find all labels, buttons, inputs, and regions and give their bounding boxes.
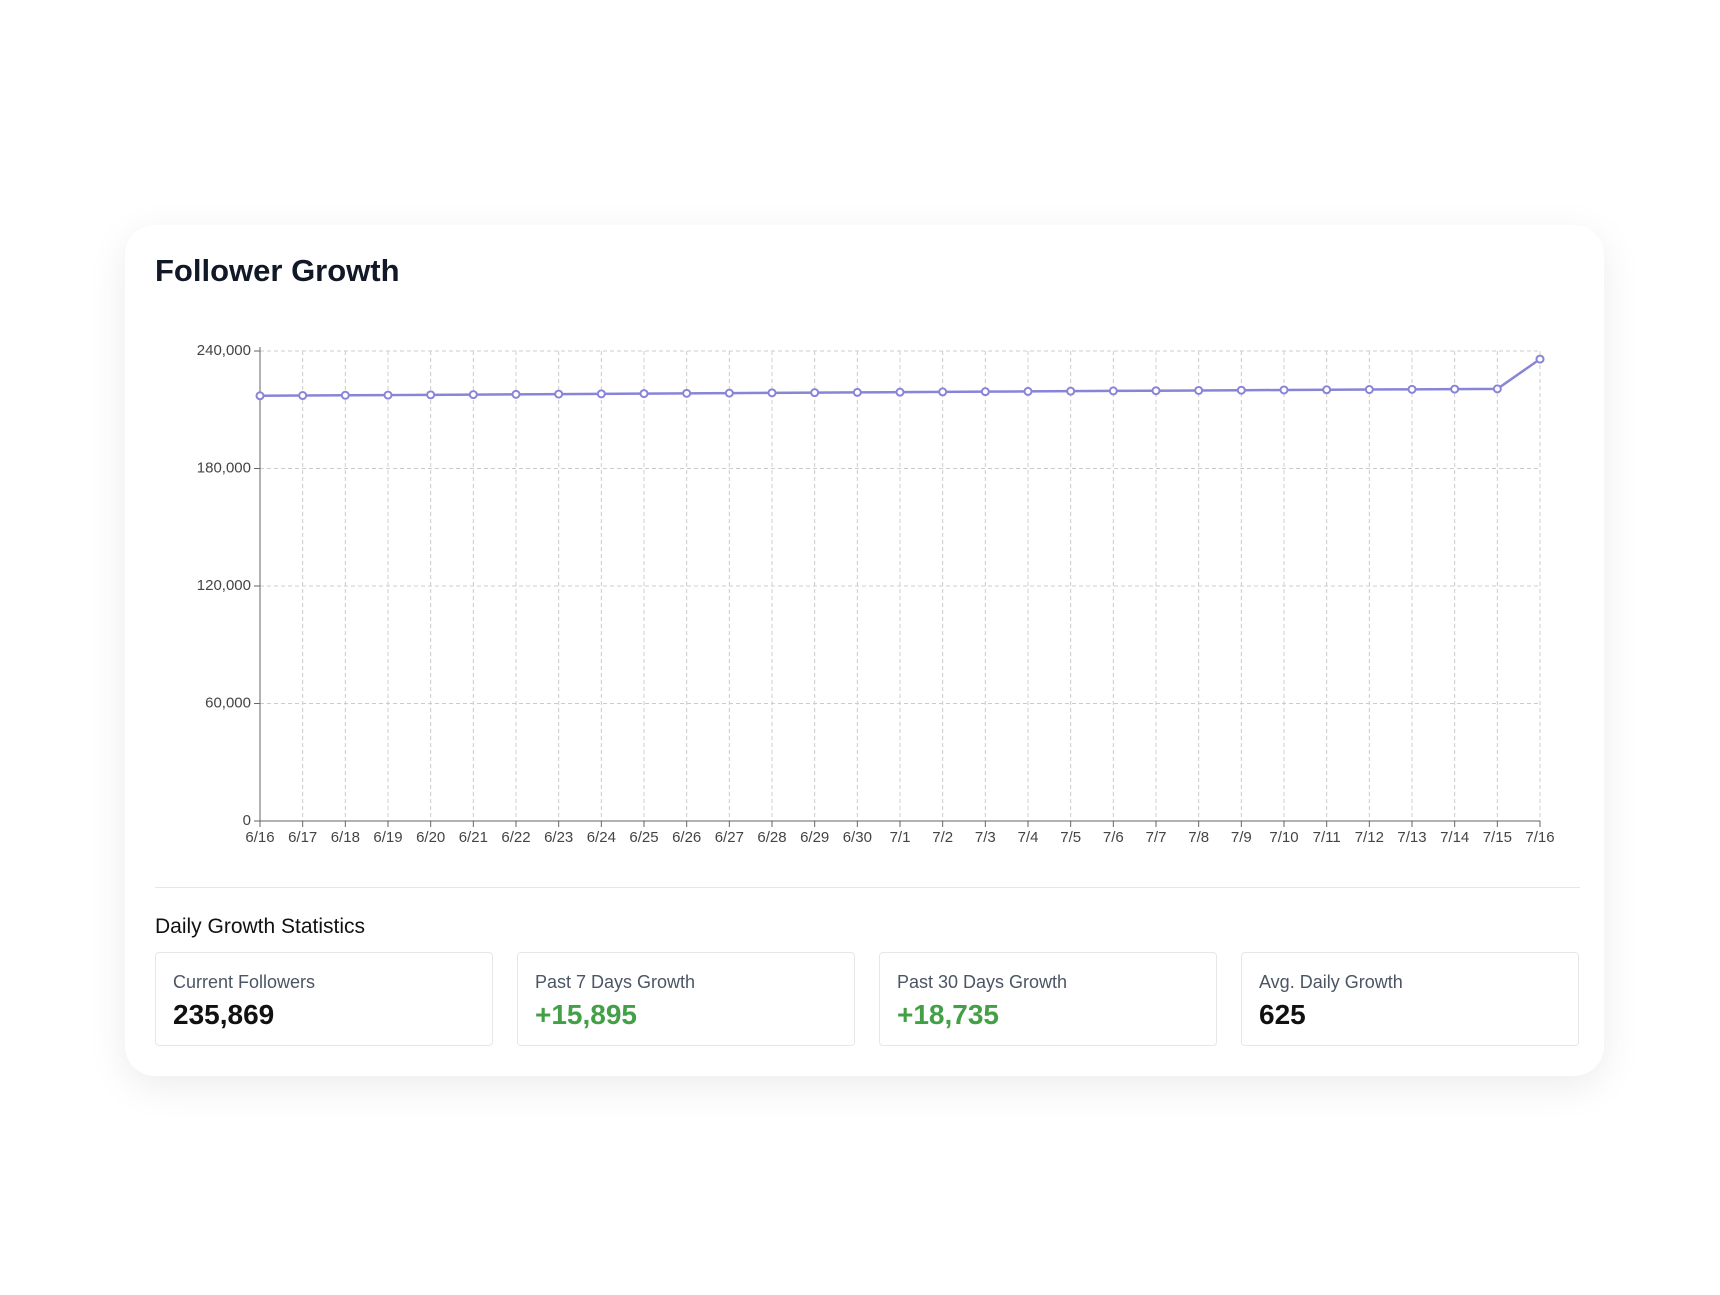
x-tick-label: 6/30 (843, 829, 872, 846)
x-tick-label: 7/13 (1397, 829, 1426, 846)
x-tick-label: 7/9 (1231, 829, 1252, 846)
point (596, 389, 606, 399)
x-tick-label: 7/3 (975, 829, 996, 846)
y-tick-label: 120,000 (197, 577, 251, 594)
x-tick-label: 6/23 (544, 829, 573, 846)
point (980, 387, 990, 397)
y-tick-label: 0 (243, 812, 251, 829)
point (1108, 386, 1118, 396)
x-tick-label: 7/11 (1313, 829, 1341, 846)
x-tick-label: 6/25 (629, 829, 658, 846)
divider (155, 887, 1580, 888)
x-tick-label: 6/27 (715, 829, 744, 846)
point (895, 387, 905, 397)
point (1450, 384, 1460, 394)
stat-card: Current Followers 235,869 (155, 952, 493, 1046)
point (724, 388, 734, 398)
point (383, 390, 393, 400)
stat-card: Past 7 Days Growth +15,895 (517, 952, 855, 1046)
y-tick-label: 180,000 (197, 459, 251, 476)
point (767, 388, 777, 398)
point (1535, 354, 1545, 364)
x-tick-label: 7/14 (1440, 829, 1469, 846)
point (639, 389, 649, 399)
point (1364, 385, 1374, 395)
x-tick-label: 6/21 (459, 829, 488, 846)
x-tick-label: 6/28 (757, 829, 786, 846)
x-tick-label: 7/16 (1525, 829, 1554, 846)
stat-label: Past 30 Days Growth (897, 972, 1068, 992)
x-tick-label: 6/29 (800, 829, 829, 846)
point (1322, 385, 1332, 395)
x-tick-label: 7/8 (1188, 829, 1209, 846)
y-tick-label: 240,000 (197, 342, 251, 359)
x-tick-label: 6/22 (501, 829, 530, 846)
stat-value: 625 (1259, 999, 1306, 1030)
x-tick-label: 7/2 (932, 829, 953, 846)
x-tick-label: 6/26 (672, 829, 701, 846)
point (1151, 386, 1161, 396)
point (340, 390, 350, 400)
x-tick-label: 7/12 (1355, 829, 1384, 846)
x-tick-label: 7/15 (1483, 829, 1512, 846)
point (1236, 385, 1246, 395)
stat-label: Avg. Daily Growth (1259, 972, 1403, 992)
x-tick-label: 6/16 (245, 829, 274, 846)
x-tick-label: 6/17 (288, 829, 317, 846)
card: Follower Growth 0 60,000 120,000 180,000 240… (125, 225, 1604, 1076)
x-tick-label: 6/20 (416, 829, 445, 846)
stat-label: Past 7 Days Growth (535, 972, 696, 992)
point (255, 391, 265, 401)
x-tick-label: 7/7 (1146, 829, 1167, 846)
y-tick-label: 60,000 (205, 694, 251, 711)
point (468, 390, 478, 400)
x-tick-label: 7/6 (1103, 829, 1124, 846)
point (938, 387, 948, 397)
point (852, 387, 862, 397)
x-tick-label: 7/1 (890, 829, 911, 846)
x-tick-label: 6/19 (373, 829, 402, 846)
point (1407, 384, 1417, 394)
chart: 0 60,000 120,000 180,000 240,000 6/16 6/17 6/18… (197, 342, 1555, 846)
title: Follower Growth (155, 253, 400, 288)
point (511, 389, 521, 399)
point (1492, 384, 1502, 394)
stat-card: Avg. Daily Growth 625 (1241, 952, 1579, 1046)
x-tick-label: 7/5 (1060, 829, 1081, 846)
x-tick-label: 7/10 (1269, 829, 1298, 846)
point (1066, 386, 1076, 396)
stat-label: Current Followers (173, 972, 316, 992)
x-tick-label: 6/24 (587, 829, 616, 846)
stat-value: +18,735 (897, 999, 999, 1030)
stat-value: 235,869 (173, 999, 275, 1030)
point (1023, 386, 1033, 396)
point (1279, 385, 1289, 395)
point (682, 388, 692, 398)
point (554, 389, 564, 399)
point (1194, 385, 1204, 395)
x-tick-label: 7/4 (1018, 829, 1039, 846)
stats-title: Daily Growth Statistics (155, 915, 366, 938)
stat-card: Past 30 Days Growth +18,735 (879, 952, 1217, 1046)
point (426, 390, 436, 400)
point (810, 388, 820, 398)
stat-value: +15,895 (535, 999, 637, 1030)
point (298, 391, 308, 401)
x-tick-label: 6/18 (331, 829, 360, 846)
